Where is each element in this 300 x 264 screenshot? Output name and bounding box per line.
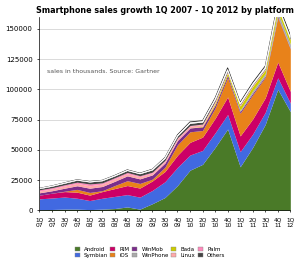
Text: sales in thousands. Source: Gartner: sales in thousands. Source: Gartner [47,69,160,74]
Title: Smartphone sales growth 1Q 2007 - 1Q 2012 by platform: Smartphone sales growth 1Q 2007 - 1Q 201… [36,6,294,15]
Legend: Android, Symbian, RIM, iOS, WinMob, WinPhone, Bada, Linux, Palm, Others: Android, Symbian, RIM, iOS, WinMob, WinP… [73,245,227,260]
